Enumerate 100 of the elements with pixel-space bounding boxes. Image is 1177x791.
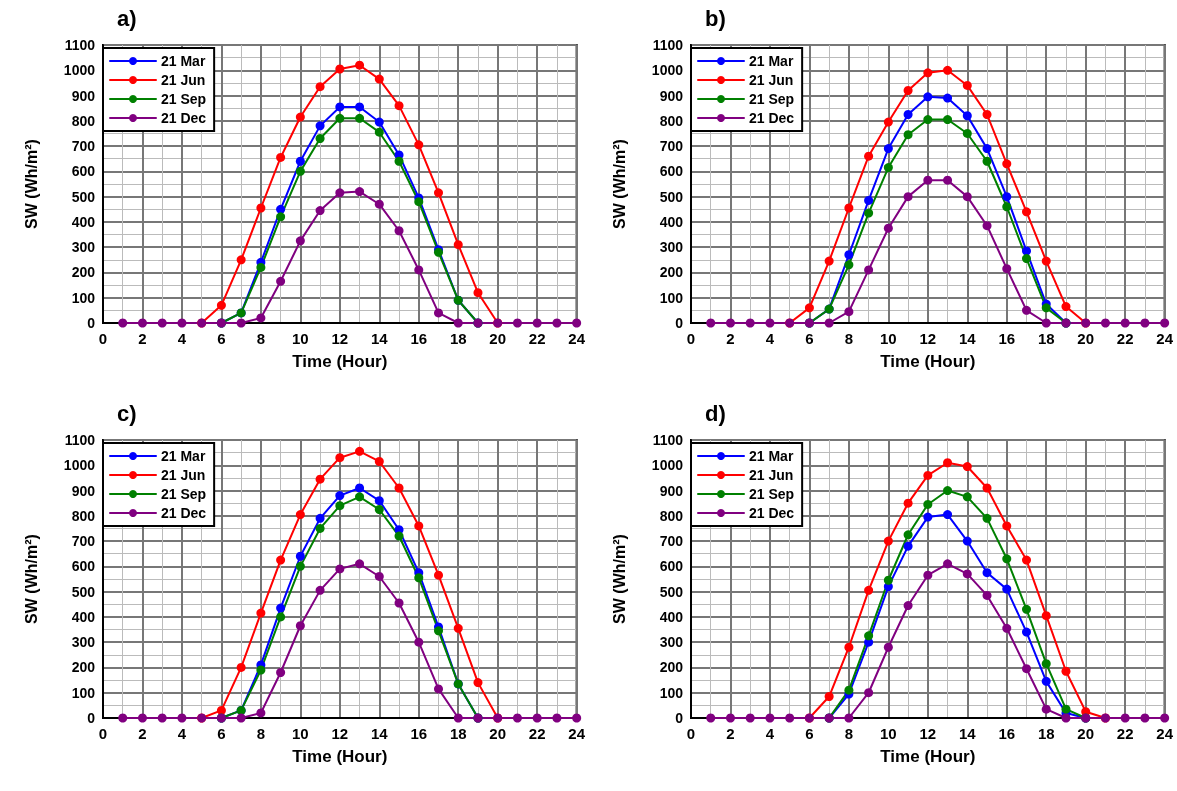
y-tick-label: 1100 [652,432,684,448]
y-tick-label: 1000 [651,457,684,474]
y-tick-label: 200 [659,264,684,281]
y-tick-label: 300 [659,634,684,651]
chart-title: c) [117,400,137,426]
legend-label: 21 Dec [749,110,795,126]
y-tick-label: 300 [71,239,96,256]
x-tick-label: 20 [489,725,507,742]
x-tick-label: 8 [844,330,854,347]
x-tick-label: 0 [686,330,696,347]
x-tick-label: 16 [998,330,1016,347]
y-tick-label: 400 [659,213,684,230]
legend-label: 21 Mar [161,53,206,69]
x-tick-label: 8 [844,725,854,742]
x-tick-label: 12 [919,330,937,347]
y-tick-label: 500 [659,583,684,600]
x-axis-title: Time (Hour) [880,352,976,371]
x-tick-label: 18 [449,330,467,347]
x-tick-label: 8 [256,330,266,347]
legend-label: 21 Dec [161,110,207,126]
x-tick-label: 4 [177,725,187,742]
y-tick-label: 0 [675,710,684,726]
x-tick-label: 16 [410,330,428,347]
x-tick-label: 14 [370,330,389,347]
legend-label: 21 Mar [749,448,794,464]
legend-label: 21 Sep [161,91,207,107]
x-tick-label: 24 [1156,725,1174,742]
y-tick-label: 700 [71,138,96,155]
x-tick-label: 14 [370,725,389,742]
legend-label: 21 Dec [749,505,795,521]
y-tick-label: 800 [659,507,684,524]
y-axis-title: SW (Wh/m²) [22,534,40,624]
y-axis-title: SW (Wh/m²) [22,139,40,229]
y-tick-label: 700 [659,138,684,155]
x-tick-label: 4 [765,330,775,347]
legend-label: 21 Jun [161,467,206,483]
y-tick-label: 1100 [64,37,96,53]
x-tick-label: 18 [1037,725,1055,742]
y-tick-label: 300 [71,634,96,651]
y-tick-label: 900 [659,87,684,104]
y-tick-label: 100 [659,289,684,306]
legend-label: 21 Sep [749,91,795,107]
chart-title: b) [705,5,726,31]
x-tick-label: 8 [256,725,266,742]
legend-label: 21 Jun [749,467,794,483]
y-tick-label: 500 [71,188,96,205]
x-tick-label: 22 [528,725,546,742]
y-tick-label: 900 [71,482,96,499]
y-tick-label: 700 [71,533,96,550]
y-tick-label: 100 [71,684,96,701]
chart-title: d) [705,400,726,426]
y-tick-label: 100 [71,289,96,306]
x-tick-label: 6 [805,725,814,742]
x-axis-title: Time (Hour) [292,352,388,371]
x-tick-label: 2 [138,330,147,347]
x-tick-label: 22 [1116,725,1134,742]
x-tick-label: 10 [880,725,897,742]
y-tick-label: 600 [659,163,684,180]
y-tick-label: 1000 [651,62,684,79]
y-tick-label: 200 [71,659,96,676]
x-tick-label: 18 [449,725,467,742]
x-tick-label: 20 [1077,725,1095,742]
legend-label: 21 Mar [161,448,206,464]
y-tick-label: 800 [71,112,96,129]
chart-title: a) [117,5,137,31]
y-tick-label: 200 [71,264,96,281]
y-tick-label: 900 [71,87,96,104]
y-tick-label: 900 [659,482,684,499]
legend-label: 21 Sep [749,486,795,502]
y-tick-label: 1000 [63,457,96,474]
y-axis-title: SW (Wh/m²) [610,139,628,229]
x-tick-label: 10 [292,725,309,742]
legend-label: 21 Jun [161,72,206,88]
legend-label: 21 Sep [161,486,207,502]
x-tick-label: 10 [880,330,897,347]
x-axis-title: Time (Hour) [880,747,976,766]
x-tick-label: 12 [919,725,937,742]
y-axis-title: SW (Wh/m²) [610,534,628,624]
x-tick-label: 6 [217,330,226,347]
x-tick-label: 6 [217,725,226,742]
x-tick-label: 14 [958,330,977,347]
x-tick-label: 24 [1156,330,1174,347]
legend-label: 21 Dec [161,505,207,521]
legend-label: 21 Jun [749,72,794,88]
y-tick-label: 600 [71,163,96,180]
y-tick-label: 0 [87,710,96,726]
x-tick-label: 22 [528,330,546,347]
y-tick-label: 0 [87,315,96,331]
x-tick-label: 0 [98,725,108,742]
x-tick-label: 20 [1077,330,1095,347]
x-tick-label: 24 [568,330,586,347]
x-axis-title: Time (Hour) [292,747,388,766]
x-tick-label: 0 [98,330,108,347]
y-tick-label: 1100 [652,37,684,53]
y-tick-label: 1100 [64,432,96,448]
y-tick-label: 600 [659,558,684,575]
x-tick-label: 4 [177,330,187,347]
x-tick-label: 6 [805,330,814,347]
y-tick-label: 800 [71,507,96,524]
y-tick-label: 700 [659,533,684,550]
